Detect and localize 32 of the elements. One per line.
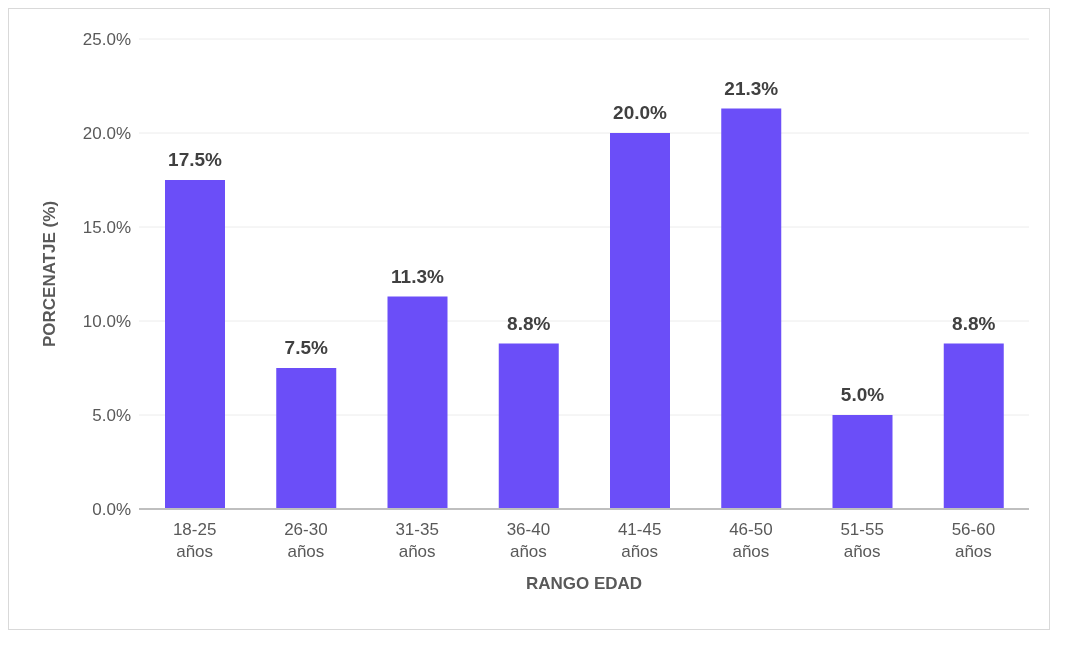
x-tick-label: 36-40 años [506, 520, 551, 561]
y-tick-label: 15.0% [82, 218, 131, 238]
y-tick-label: 20.0% [82, 124, 131, 144]
bar [721, 108, 782, 509]
y-tick-label: 25.0% [82, 30, 131, 50]
data-label: 5.0% [840, 384, 885, 405]
bar [498, 343, 559, 509]
data-label: 8.8% [952, 312, 996, 334]
data-label: 21.3% [724, 77, 779, 99]
x-tick-label: 31-35 años [395, 520, 439, 561]
bar [387, 296, 448, 509]
y-tick-label: 10.0% [82, 312, 131, 332]
x-tick-label: 41-45 años [617, 520, 662, 561]
x-axis-title: RANGO EDAD [525, 574, 643, 593]
y-tick-label: 5.0% [92, 406, 131, 426]
data-label: 8.8% [507, 312, 551, 334]
bar [832, 415, 893, 509]
x-tick-label: 18-25 años [172, 520, 217, 561]
y-tick-label: 0.0% [92, 500, 131, 520]
x-tick-label: 56-60 años [951, 520, 996, 561]
data-label: 11.3% [391, 265, 445, 287]
x-tick-label: 51-55 años [840, 520, 884, 561]
bar [165, 180, 225, 509]
x-tick-label: 26-30 años [284, 520, 328, 561]
bar [610, 133, 670, 509]
data-label: 17.5% [168, 149, 223, 170]
data-label: 20.0% [613, 102, 668, 123]
y-axis-title: PORCENATJE (%) [40, 200, 60, 348]
bar [276, 368, 337, 509]
data-label: 7.5% [284, 337, 329, 358]
bar [943, 343, 1004, 509]
x-tick-label: 46-50 años [729, 520, 773, 561]
